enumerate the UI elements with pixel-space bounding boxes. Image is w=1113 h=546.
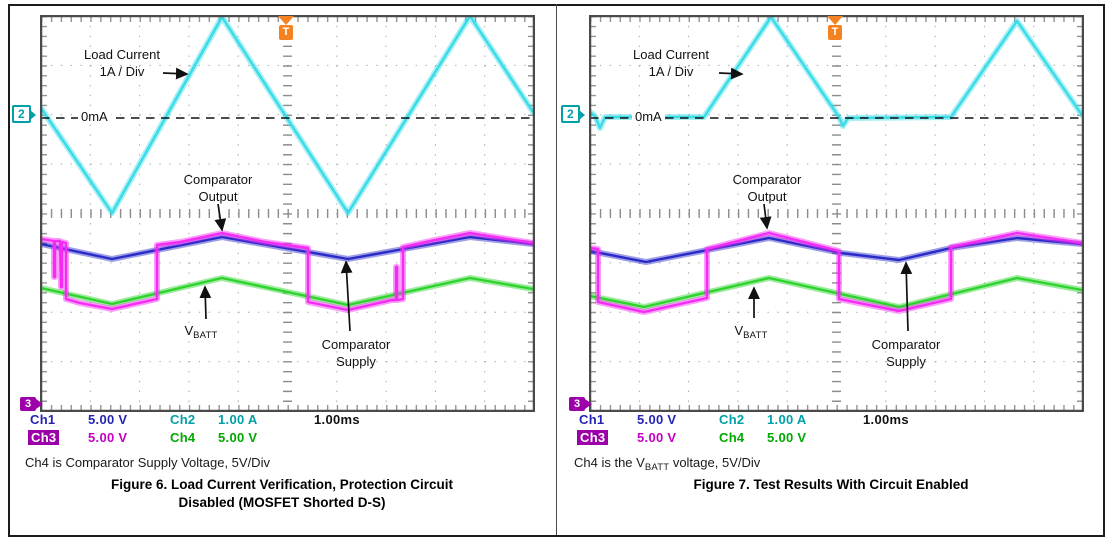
trigger-position-marker: T xyxy=(278,16,294,40)
load-current-label: Load Current 1A / Div xyxy=(84,47,160,79)
ch2-readout-label: Ch2 xyxy=(719,412,745,427)
figure6-panel: T 2 3 Load Current 1A / Div 0mA Comparat… xyxy=(8,5,556,535)
trigger-triangle-icon xyxy=(827,16,843,25)
ch1-readout-label: Ch1 xyxy=(579,412,605,427)
zero-ma-label: 0mA xyxy=(78,109,111,124)
trigger-t-label: T xyxy=(828,25,842,40)
ch1-comparator-output-trace-core xyxy=(40,235,535,261)
comparator-output-label: Comparator Output xyxy=(183,172,253,204)
ch2-readout-value: 1.00 A xyxy=(218,412,258,427)
ch4-readout-label: Ch4 xyxy=(170,430,196,445)
comparator-supply-arrow xyxy=(900,261,913,332)
ch2-ground-marker: 2 xyxy=(12,105,36,123)
trigger-t-label: T xyxy=(279,25,293,40)
comparator-supply-label: Comparator Supply xyxy=(871,337,941,369)
timebase-readout: 1.00ms xyxy=(863,412,909,427)
panel-divider xyxy=(556,4,557,535)
ch4-supply-trace-core xyxy=(40,276,535,307)
ch2-load-current-trace-core xyxy=(589,15,1084,130)
ch3-ground-marker: 3 xyxy=(20,397,44,411)
annotation-arrows xyxy=(162,67,353,332)
ch3-readout-value: 5.00 V xyxy=(637,430,677,445)
ch3-trace-core xyxy=(40,231,535,312)
ch1-readout-value: 5.00 V xyxy=(637,412,677,427)
vbatt-label: VBATT xyxy=(184,323,218,341)
ch1-readout-label: Ch1 xyxy=(30,412,56,427)
figure6-caption: Figure 6. Load Current Verification, Pro… xyxy=(110,477,454,510)
ch2-readout-value: 1.00 A xyxy=(767,412,807,427)
ch2-load-current-trace-core xyxy=(40,15,535,215)
ch1-comparator-output-trace-core xyxy=(589,236,1084,264)
figure7-panel: T 2 3 Load Current 1A / Div 0mA Comparat… xyxy=(557,5,1105,535)
load-current-arrow xyxy=(718,67,744,80)
trigger-triangle-icon xyxy=(278,16,294,25)
ch3-readout-label: Ch3 xyxy=(577,430,609,445)
oscilloscope-plot xyxy=(40,15,535,412)
figure7-caption: Figure 7. Test Results With Circuit Enab… xyxy=(693,477,969,492)
comparator-output-arrow xyxy=(214,203,227,232)
vbatt-arrow xyxy=(199,285,212,320)
ch2-readout-label: Ch2 xyxy=(170,412,196,427)
timebase-readout: 1.00ms xyxy=(314,412,360,427)
comparator-output-label: Comparator Output xyxy=(732,172,802,204)
ch1-readout-value: 5.00 V xyxy=(88,412,128,427)
comparator-output-arrow xyxy=(759,203,772,230)
load-current-arrow xyxy=(162,67,189,80)
figure6-note: Ch4 is Comparator Supply Voltage, 5V/Div xyxy=(25,455,270,470)
ch3-trace-core xyxy=(589,231,1084,314)
ch2-ground-marker: 2 xyxy=(561,105,585,123)
ch4-vbatt-trace-core xyxy=(589,276,1084,309)
oscilloscope-plot xyxy=(589,15,1084,412)
ch3-readout-label: Ch3 xyxy=(28,430,60,445)
figure7-note: Ch4 is the VBATT voltage, 5V/Div xyxy=(574,455,761,473)
ch3-ground-marker: 3 xyxy=(569,397,593,411)
load-current-label: Load Current 1A / Div xyxy=(633,47,709,79)
comparator-supply-arrow xyxy=(340,260,353,332)
ch4-readout-label: Ch4 xyxy=(719,430,745,445)
vbatt-label: VBATT xyxy=(734,323,768,341)
comparator-supply-label: Comparator Supply xyxy=(321,337,391,369)
zero-ma-label: 0mA xyxy=(632,109,665,124)
ch4-readout-value: 5.00 V xyxy=(767,430,807,445)
trigger-position-marker: T xyxy=(827,16,843,40)
ch3-readout-value: 5.00 V xyxy=(88,430,128,445)
annotation-arrows xyxy=(718,67,913,332)
ch4-readout-value: 5.00 V xyxy=(218,430,258,445)
